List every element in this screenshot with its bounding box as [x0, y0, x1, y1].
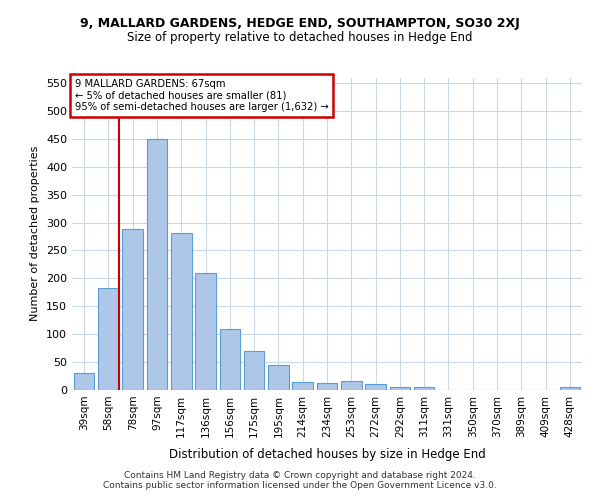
- X-axis label: Distribution of detached houses by size in Hedge End: Distribution of detached houses by size …: [169, 448, 485, 461]
- Bar: [122, 230, 143, 390]
- Bar: [171, 233, 191, 390]
- Bar: [74, 374, 94, 390]
- Text: Size of property relative to detached houses in Hedge End: Size of property relative to detached ho…: [127, 31, 473, 44]
- Bar: [244, 351, 265, 390]
- Bar: [292, 382, 313, 390]
- Bar: [146, 139, 167, 390]
- Bar: [195, 273, 216, 390]
- Text: 9, MALLARD GARDENS, HEDGE END, SOUTHAMPTON, SO30 2XJ: 9, MALLARD GARDENS, HEDGE END, SOUTHAMPT…: [80, 18, 520, 30]
- Bar: [220, 328, 240, 390]
- Bar: [560, 387, 580, 390]
- Text: Contains HM Land Registry data © Crown copyright and database right 2024.
Contai: Contains HM Land Registry data © Crown c…: [103, 470, 497, 490]
- Y-axis label: Number of detached properties: Number of detached properties: [31, 146, 40, 322]
- Bar: [341, 380, 362, 390]
- Bar: [365, 384, 386, 390]
- Bar: [389, 386, 410, 390]
- Bar: [317, 382, 337, 390]
- Bar: [98, 288, 119, 390]
- Bar: [268, 365, 289, 390]
- Text: 9 MALLARD GARDENS: 67sqm
← 5% of detached houses are smaller (81)
95% of semi-de: 9 MALLARD GARDENS: 67sqm ← 5% of detache…: [74, 79, 328, 112]
- Bar: [414, 386, 434, 390]
